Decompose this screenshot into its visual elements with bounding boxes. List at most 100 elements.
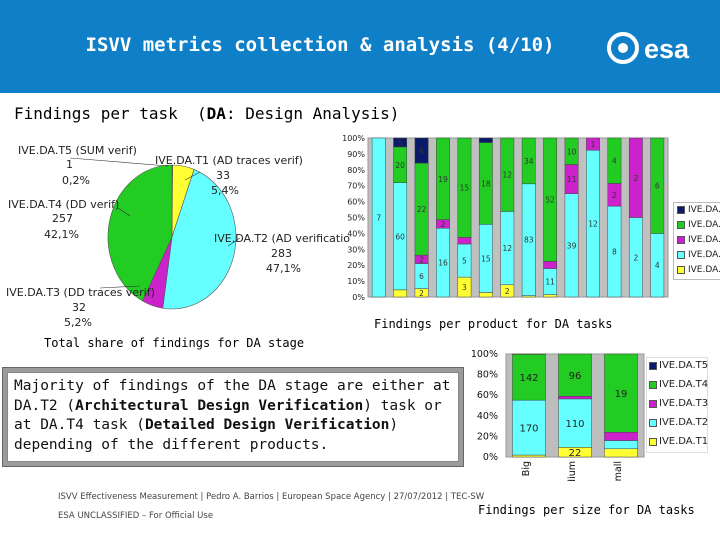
y-tick-label: 20% — [477, 431, 498, 442]
bar-segment — [512, 354, 546, 401]
data-label: 2 — [419, 255, 424, 264]
data-label: 20 — [395, 161, 405, 170]
data-label: 4 — [655, 261, 660, 270]
data-label: 6 — [655, 182, 660, 191]
data-label: 34 — [524, 157, 534, 166]
data-label: 2 — [419, 289, 424, 298]
bar-segment — [650, 137, 665, 234]
data-label: 6 — [419, 147, 424, 156]
esa-logo-text: esa — [644, 34, 690, 64]
legend-item: IVE.DA.T5 — [659, 360, 709, 371]
x-tick-label: Small — [613, 461, 624, 481]
data-label: 39 — [567, 241, 577, 250]
pie-slice — [107, 164, 173, 302]
y-tick-label: 0% — [483, 452, 498, 463]
data-label: 12 — [588, 220, 598, 229]
bar-segment — [414, 137, 429, 164]
bar-segment — [628, 137, 643, 218]
data-label: 7 — [376, 214, 381, 223]
data-label: 142 — [519, 373, 538, 384]
esa-logo: esa — [607, 32, 690, 64]
data-label: 60 — [395, 232, 405, 241]
y-tick-label: 50% — [347, 214, 365, 223]
bar-segment — [543, 137, 558, 262]
data-label: 15 — [481, 254, 491, 263]
bar-segment — [558, 396, 592, 400]
legend-swatch — [677, 266, 685, 274]
pie-slice — [162, 169, 237, 310]
data-label: 18 — [481, 179, 491, 188]
footer-classification: ESA UNCLASSIFIED – For Official Use — [58, 511, 214, 521]
data-label: 2 — [505, 287, 510, 296]
data-label: 1 — [591, 140, 596, 149]
summary-note: Majority of findings of the DA stage are… — [2, 367, 464, 467]
pie-label-t3: IVE.DA.T3 (DD traces verif) — [6, 286, 155, 299]
legend-item: IVE.DA.T3 — [688, 235, 720, 245]
bar-segment — [457, 237, 472, 245]
pie-count-t1: 33 — [216, 169, 230, 182]
bar-segment — [558, 353, 592, 397]
y-tick-label: 80% — [477, 370, 498, 381]
legend-swatch — [649, 400, 657, 408]
data-label: 110 — [565, 419, 584, 430]
data-label: 4 — [612, 157, 617, 166]
bar-segment — [586, 137, 600, 151]
bar-segment — [371, 137, 386, 298]
data-label: 2 — [612, 191, 617, 200]
bar-segment — [393, 289, 408, 298]
data-label: 6 — [419, 272, 424, 281]
data-label: 3 — [462, 283, 467, 292]
product-legend: IVE.DA.T5 IVE.DA.T1 IVE.DA.T3 IVE.DA.T2 … — [673, 202, 720, 280]
bar-segment — [543, 261, 558, 269]
data-label: 15 — [460, 184, 470, 193]
y-tick-label: 40% — [477, 411, 498, 422]
data-label: 22 — [417, 205, 427, 214]
pie-label-t5: IVE.DA.T5 (SUM verif) — [18, 144, 137, 157]
legend-item: IVE.DA.T2 — [688, 250, 720, 260]
legend-item: IVE.DA.T1 — [659, 436, 709, 447]
y-tick-label: 0% — [352, 293, 365, 302]
plot-area — [367, 137, 669, 298]
size-caption: Findings per size for DA tasks — [478, 503, 695, 517]
data-label: 11 — [545, 278, 555, 287]
data-label: 83 — [524, 236, 534, 245]
product-bar-chart: 0%10%20%30%40%50%60%70%80%90%100%7602052… — [342, 134, 669, 302]
subtitle-rest: : Design Analysis) — [225, 104, 400, 123]
pie-leader-line — [117, 207, 131, 217]
pie-pct-t1: 5,4% — [211, 184, 239, 197]
data-label: 19 — [438, 175, 448, 184]
legend-item: IVE.DA.T2 — [659, 417, 709, 428]
y-tick-label: 20% — [347, 261, 365, 270]
bar-segment — [543, 294, 558, 298]
pie-label-t2: IVE.DA.T2 (AD verificatio — [214, 232, 350, 245]
pie-leader-line — [184, 171, 201, 181]
legend-item: IVE.DA.T1 — [688, 220, 720, 230]
bar-segment — [436, 137, 450, 220]
y-tick-label: 70% — [347, 182, 365, 191]
data-label: 8 — [612, 248, 617, 257]
legend-swatch — [649, 438, 657, 446]
y-tick-label: 60% — [347, 198, 365, 207]
pie-count-t5: 1 — [66, 158, 73, 171]
pie-leader-line — [99, 285, 141, 289]
legend-item: IVE.DA.T1 — [688, 265, 720, 275]
subtitle-abbr: DA — [206, 104, 226, 123]
pie-count-t4: 257 — [52, 212, 73, 225]
bar-segment — [604, 440, 638, 450]
pie-pct-t3: 5,2% — [64, 316, 92, 329]
legend-item: IVE.DA.T3 — [659, 398, 709, 409]
data-label: 2 — [633, 174, 638, 183]
bar-segment — [604, 353, 638, 433]
size-bar-chart: 0% 20% 40% 60% 80% 100% 170 142 Big 22 110 96 Medium… — [471, 349, 645, 481]
y-tick-label: 90% — [347, 150, 365, 159]
data-label: 2 — [633, 253, 638, 262]
legend-swatch — [677, 251, 685, 259]
bar-segment — [558, 398, 592, 448]
summary-note-text: Majority of findings of the DA stage are… — [7, 372, 459, 462]
pie-pct-t5: 0,2% — [62, 174, 90, 187]
x-tick-label: Big — [521, 461, 532, 476]
bar-segment — [604, 432, 638, 441]
data-label: 12 — [503, 171, 513, 180]
bar-segment — [512, 399, 546, 456]
data-label: 96 — [569, 371, 582, 382]
